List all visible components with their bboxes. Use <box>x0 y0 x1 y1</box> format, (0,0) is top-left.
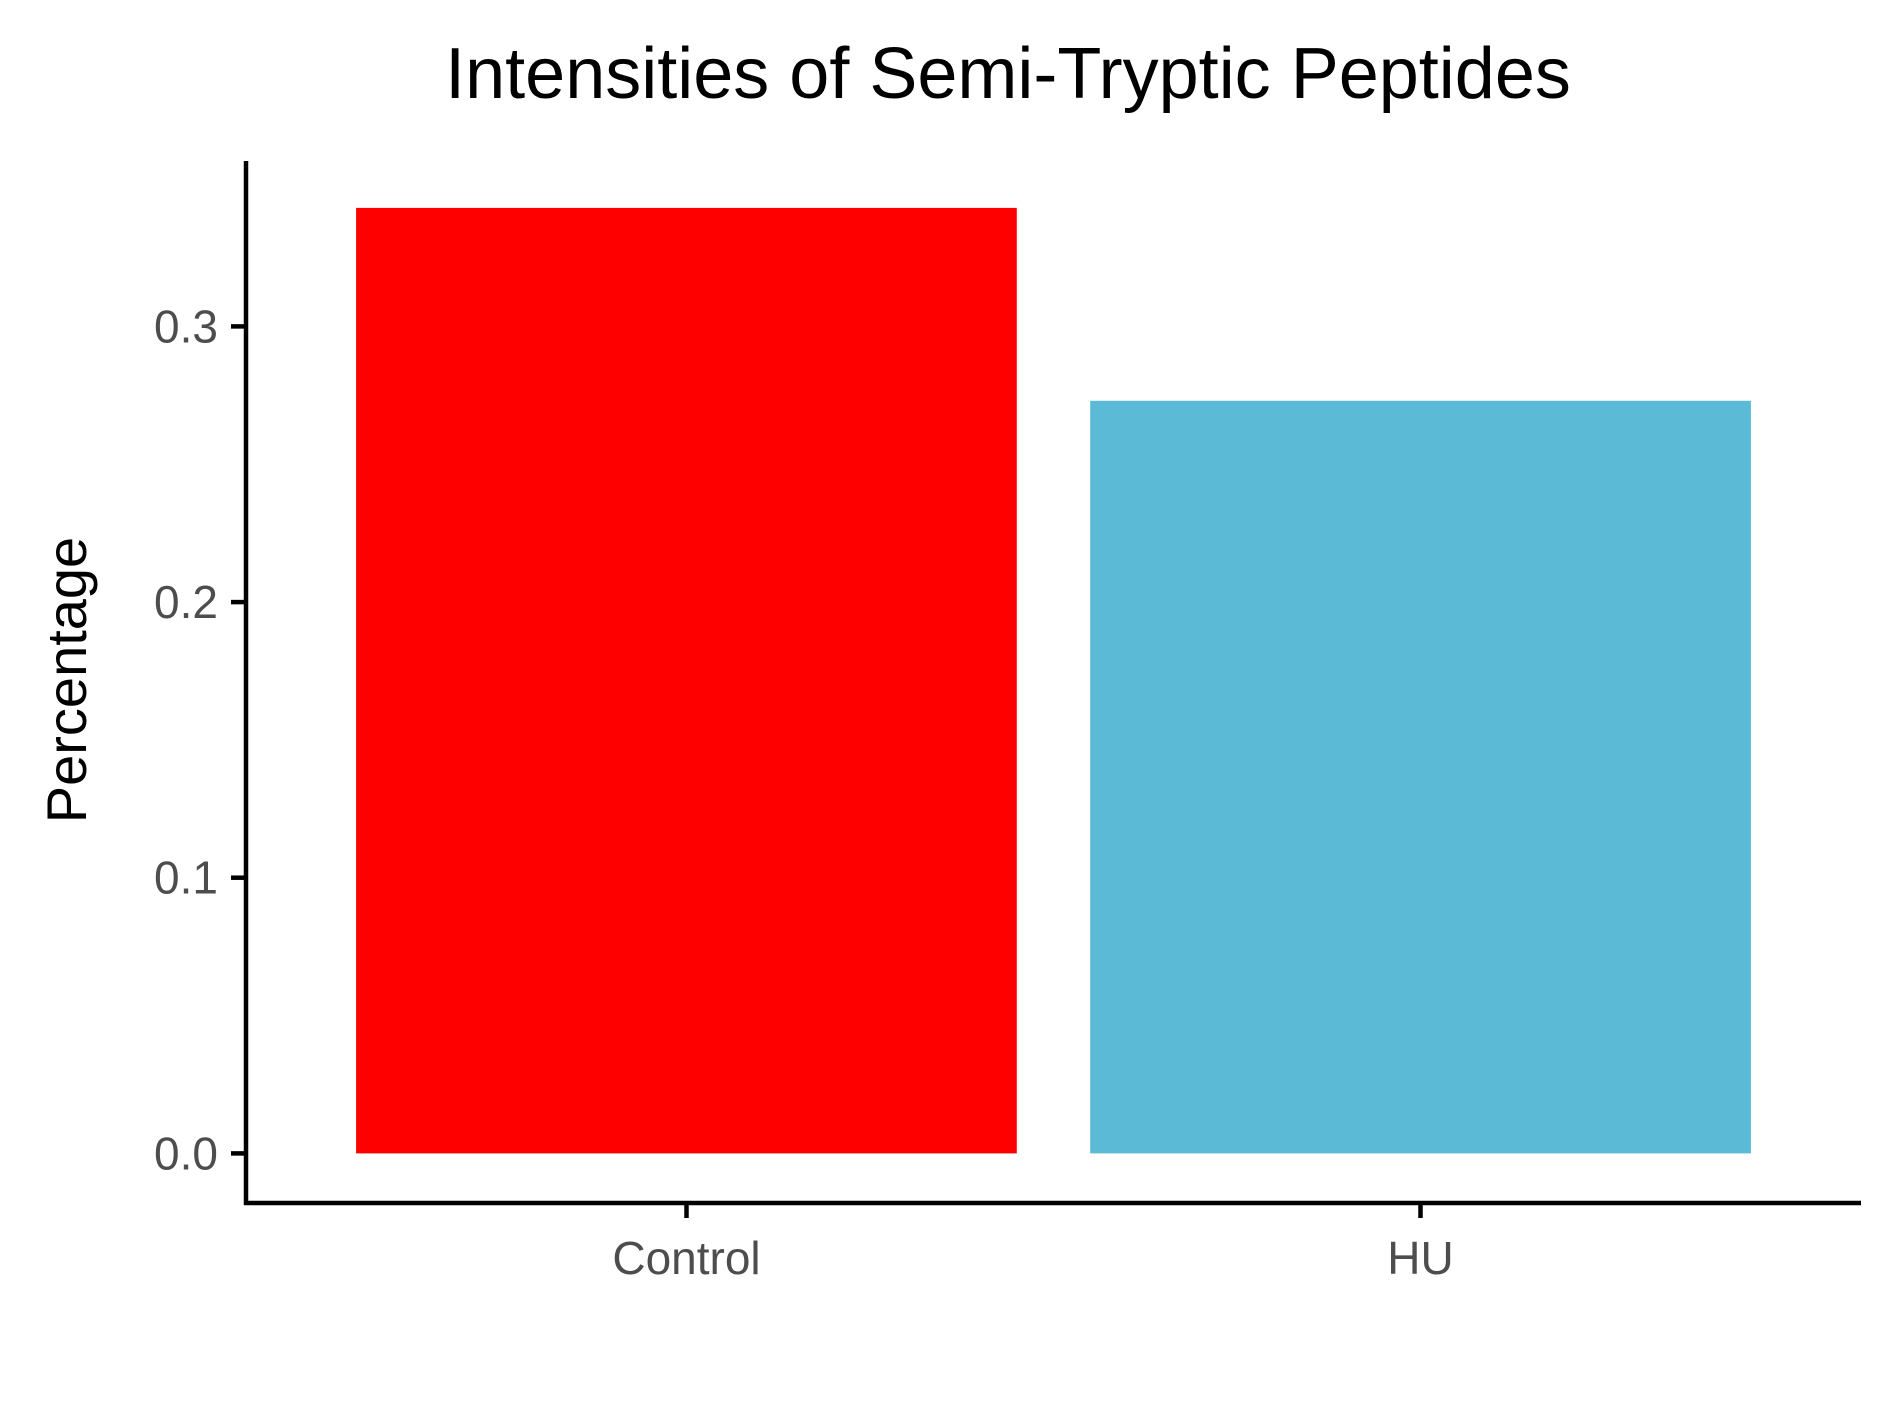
bar-hu <box>1090 400 1751 1154</box>
y-axis-ticks: 0.0 0.1 0.2 0.3 <box>154 300 246 1179</box>
y-axis-title: Percentage <box>35 537 98 823</box>
chart-title: Intensities of Semi-Tryptic Peptides <box>445 34 1571 114</box>
bar-control <box>356 207 1017 1154</box>
y-tick-label: 0.0 <box>154 1127 218 1179</box>
y-tick-label: 0.2 <box>154 576 218 628</box>
x-tick-label: Control <box>612 1232 760 1284</box>
y-tick-label: 0.1 <box>154 852 218 904</box>
x-tick-label: HU <box>1387 1232 1453 1284</box>
y-tick-label: 0.3 <box>154 300 218 352</box>
x-axis-ticks: Control HU <box>612 1203 1454 1284</box>
bars-layer <box>356 207 1751 1154</box>
